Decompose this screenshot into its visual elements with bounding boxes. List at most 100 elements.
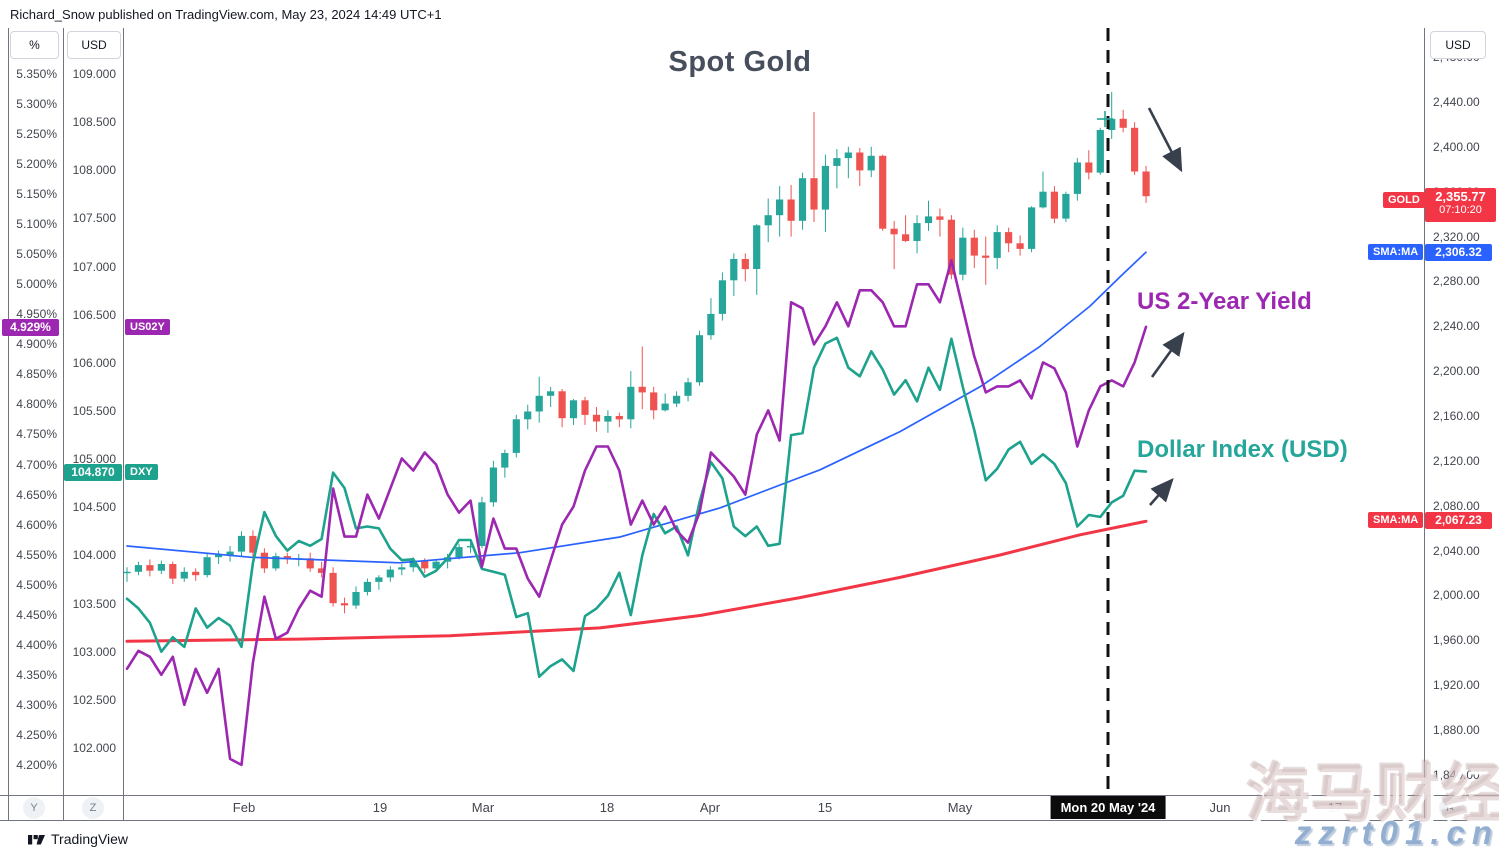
usd-left-axis-tick: 103.500 — [72, 596, 116, 611]
usd-left-axis-tick: 107.500 — [72, 211, 116, 226]
left-outer-border — [8, 28, 9, 820]
usd-right-axis-tick: 2,200.00 — [1433, 364, 1480, 379]
chart-title: Spot Gold — [668, 46, 812, 78]
sma-slow-line — [125, 519, 1148, 643]
percent-axis-tick: 5.100% — [16, 217, 57, 232]
time-axis-tick: May — [947, 800, 973, 815]
time-axis-tick: Feb — [232, 800, 256, 815]
percent-axis-tick: 4.900% — [16, 337, 57, 352]
usd-left-axis-tick: 103.000 — [72, 644, 116, 659]
scale-y-button[interactable]: Y — [23, 797, 45, 819]
percent-axis-tick: 4.350% — [16, 667, 57, 682]
percent-axis-tick: 4.750% — [16, 427, 57, 442]
time-axis-tick: 17 — [1327, 800, 1343, 815]
gold-last-price: 2,355.77 — [1435, 189, 1486, 204]
usd-left-axis-tick: 104.500 — [72, 500, 116, 515]
sma-slow-axis-value: 2,067.23 — [1425, 512, 1492, 529]
crosshair-date-badge: Mon 20 May '24 — [1050, 796, 1166, 819]
gold-down-arrow — [1147, 107, 1183, 173]
watermark-cjk: 海马财经 — [1247, 760, 1499, 830]
percent-axis-tick: 5.300% — [16, 97, 57, 112]
percent-axis-tick: 4.600% — [16, 517, 57, 532]
byline: Richard_Snow published on TradingView.co… — [10, 7, 442, 22]
percent-axis-tick: 4.500% — [16, 577, 57, 592]
usd-left-axis-tick: 109.000 — [72, 67, 116, 81]
watermark-url: zzrt01.cn — [1294, 814, 1499, 851]
sma-fast-line — [126, 251, 1147, 564]
usd-right-axis-tick: 2,040.00 — [1433, 543, 1480, 558]
tradingview-logo-icon — [28, 834, 45, 844]
time-axis-tick: Jun — [1209, 800, 1231, 815]
dxy-line — [125, 336, 1148, 679]
usd-right-axis-tick: 2,400.00 — [1433, 139, 1480, 154]
us02y-axis-value: 4.929% — [2, 319, 59, 336]
time-axis-tick: Mar — [471, 800, 495, 815]
percent-axis-tick: 4.950% — [16, 307, 57, 322]
time-axis-top-border — [0, 795, 1499, 796]
usd-left-axis-tick: 105.500 — [72, 403, 116, 418]
us02y-tag: US02Y — [125, 319, 170, 335]
yield-annotation: US 2-Year Yield — [1137, 288, 1312, 315]
tradingview-brand-label: TradingView — [51, 831, 129, 847]
percent-axis-tick: 4.650% — [16, 487, 57, 502]
percent-axis-tick: 4.300% — [16, 697, 57, 712]
percent-axis-tick: 4.450% — [16, 607, 57, 622]
tradingview-brand[interactable]: TradingView — [28, 831, 128, 847]
percent-pane-border — [63, 28, 64, 820]
usd-right-axis-tick: 2,280.00 — [1433, 274, 1480, 289]
usd-pane-border — [123, 28, 124, 820]
percent-axis-tick: 5.050% — [16, 247, 57, 262]
sma-slow-tag: SMA:MA — [1368, 512, 1424, 528]
dxy-up-arrow — [1149, 478, 1174, 506]
percent-axis-tick: 4.800% — [16, 397, 57, 412]
usd-left-axis-tick: 102.500 — [72, 692, 116, 707]
usd-right-scale-button[interactable]: USD — [1430, 31, 1486, 59]
percent-axis-tick: 4.850% — [16, 367, 57, 382]
percent-axis-tick: 5.250% — [16, 127, 57, 142]
percent-axis-tick: 4.250% — [16, 727, 57, 742]
usd-left-axis-tick: 108.000 — [72, 163, 116, 178]
usd-right-axis-tick: 1,960.00 — [1433, 633, 1480, 648]
usd-right-axis-tick: 2,320.00 — [1433, 229, 1480, 244]
usd-right-axis-tick: 2,440.00 — [1433, 95, 1480, 109]
usd-right-axis-tick: 2,240.00 — [1433, 319, 1480, 334]
usd-right-axis-tick: 1,840.00 — [1433, 767, 1480, 782]
percent-axis-tick: 5.000% — [16, 277, 57, 292]
usd-right-axis-tick: 2,160.00 — [1433, 408, 1480, 423]
percent-axis-tick: 4.550% — [16, 547, 57, 562]
percent-axis-tick: 5.200% — [16, 157, 57, 172]
sma-fast-axis-value: 2,306.32 — [1425, 244, 1492, 261]
dxy-annotation: Dollar Index (USD) — [1137, 436, 1348, 463]
time-axis-tick: 19 — [372, 800, 388, 815]
usd-left-axis-tick: 104.000 — [72, 548, 116, 563]
right-pane-border — [1424, 28, 1425, 820]
usd-left-axis-tick: 106.000 — [72, 355, 116, 370]
percent-axis-tick: 4.200% — [16, 757, 57, 772]
usd-right-axis-tick: 1,880.00 — [1433, 722, 1480, 737]
us02y-line — [125, 258, 1148, 767]
scale-z-button[interactable]: Z — [82, 797, 104, 819]
gold-candles — [123, 91, 1150, 614]
gold-tag: GOLD — [1383, 192, 1425, 208]
scale-a-button[interactable]: A — [1439, 797, 1461, 819]
usd-left-axis-tick: 105.000 — [72, 452, 116, 467]
percent-axis-tick: 4.700% — [16, 457, 57, 472]
dxy-axis-value: 104.870 — [64, 464, 122, 481]
percent-axis-tick: 4.400% — [16, 637, 57, 652]
usd-right-axis-tick: 2,120.00 — [1433, 453, 1480, 468]
usd-left-axis-tick: 106.500 — [72, 307, 116, 322]
gold-axis-value: 2,355.77 07:10:20 — [1425, 188, 1496, 222]
time-axis-tick: 15 — [817, 800, 833, 815]
time-axis-tick: Apr — [699, 800, 721, 815]
percent-axis-tick: 5.350% — [16, 67, 57, 81]
yield-up-arrow — [1150, 331, 1185, 378]
percent-scale-button[interactable]: % — [10, 31, 59, 59]
dxy-tag: DXY — [125, 464, 158, 480]
time-axis-bottom-border — [0, 820, 1499, 821]
percent-axis-tick: 5.150% — [16, 187, 57, 202]
sma-fast-tag: SMA:MA — [1368, 244, 1424, 260]
usd-left-axis-tick: 108.500 — [72, 115, 116, 130]
usd-left-scale-button[interactable]: USD — [67, 31, 121, 59]
